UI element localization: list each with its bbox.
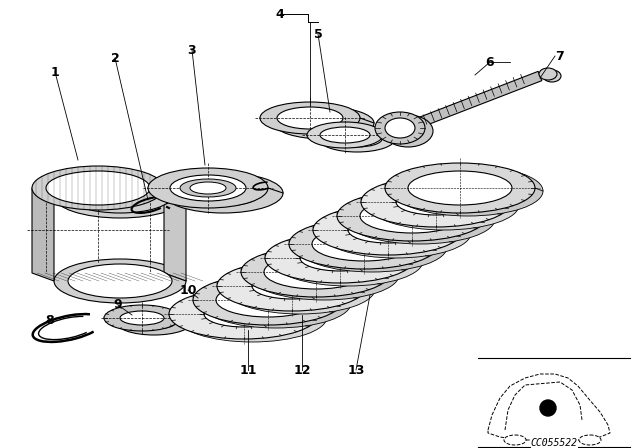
Ellipse shape (116, 309, 192, 335)
Ellipse shape (383, 115, 433, 147)
Text: 12: 12 (293, 363, 311, 376)
Ellipse shape (46, 171, 150, 205)
Ellipse shape (180, 179, 236, 197)
Ellipse shape (148, 168, 268, 208)
Ellipse shape (543, 70, 561, 82)
Ellipse shape (190, 182, 226, 194)
Ellipse shape (337, 191, 487, 241)
Ellipse shape (54, 259, 186, 303)
Ellipse shape (68, 179, 172, 213)
Ellipse shape (375, 112, 425, 144)
Ellipse shape (393, 121, 423, 141)
Text: 13: 13 (348, 363, 365, 376)
Polygon shape (164, 188, 186, 281)
Ellipse shape (260, 276, 340, 302)
Ellipse shape (579, 435, 601, 445)
Ellipse shape (345, 194, 495, 244)
Text: 10: 10 (179, 284, 196, 297)
Ellipse shape (252, 273, 332, 299)
Ellipse shape (68, 264, 172, 298)
Text: 9: 9 (114, 298, 122, 311)
Ellipse shape (204, 301, 284, 327)
Ellipse shape (396, 189, 476, 215)
Ellipse shape (289, 219, 439, 269)
Ellipse shape (260, 102, 360, 134)
Ellipse shape (361, 177, 511, 227)
Ellipse shape (272, 258, 376, 292)
Ellipse shape (193, 275, 343, 325)
Ellipse shape (300, 245, 380, 271)
Ellipse shape (201, 278, 351, 328)
Ellipse shape (385, 163, 535, 213)
Ellipse shape (320, 230, 424, 264)
Ellipse shape (163, 173, 283, 213)
Ellipse shape (241, 247, 391, 297)
Ellipse shape (307, 122, 383, 148)
Ellipse shape (416, 174, 520, 208)
Ellipse shape (224, 286, 328, 320)
Text: 1: 1 (51, 65, 60, 78)
Ellipse shape (120, 311, 164, 325)
Circle shape (540, 400, 556, 416)
Text: 6: 6 (486, 56, 494, 69)
Ellipse shape (368, 202, 472, 236)
Ellipse shape (348, 217, 428, 243)
Text: 2: 2 (111, 52, 120, 65)
Text: 8: 8 (45, 314, 54, 327)
Ellipse shape (291, 112, 357, 134)
Polygon shape (393, 71, 542, 137)
Text: CC055522: CC055522 (531, 438, 577, 448)
Ellipse shape (264, 255, 368, 289)
Text: 3: 3 (188, 43, 196, 56)
Ellipse shape (321, 208, 471, 258)
Ellipse shape (104, 305, 180, 331)
Ellipse shape (265, 233, 415, 283)
Polygon shape (32, 188, 54, 281)
Ellipse shape (504, 435, 526, 445)
Ellipse shape (225, 264, 375, 314)
Text: 11: 11 (239, 363, 257, 376)
Ellipse shape (212, 304, 292, 330)
Ellipse shape (177, 292, 327, 342)
Ellipse shape (356, 220, 436, 246)
Ellipse shape (217, 261, 367, 311)
Ellipse shape (216, 283, 320, 317)
Ellipse shape (404, 192, 484, 218)
Ellipse shape (185, 180, 261, 206)
Text: 5: 5 (314, 27, 323, 40)
Ellipse shape (313, 205, 463, 255)
Ellipse shape (332, 131, 382, 147)
Ellipse shape (408, 171, 512, 205)
Polygon shape (488, 374, 610, 440)
Ellipse shape (54, 174, 186, 218)
Ellipse shape (319, 126, 395, 152)
Ellipse shape (369, 180, 519, 230)
Ellipse shape (32, 166, 164, 210)
Text: 7: 7 (556, 49, 564, 63)
Ellipse shape (360, 199, 464, 233)
Ellipse shape (249, 250, 399, 300)
Ellipse shape (312, 227, 416, 261)
Ellipse shape (273, 236, 423, 286)
Text: 4: 4 (276, 8, 284, 21)
Ellipse shape (539, 68, 557, 80)
Ellipse shape (277, 107, 343, 129)
Ellipse shape (169, 289, 319, 339)
Ellipse shape (132, 315, 176, 329)
Ellipse shape (385, 118, 415, 138)
Ellipse shape (393, 166, 543, 216)
Ellipse shape (274, 107, 374, 139)
Ellipse shape (308, 248, 388, 274)
Ellipse shape (170, 175, 246, 201)
Ellipse shape (297, 222, 447, 272)
Ellipse shape (320, 127, 370, 143)
